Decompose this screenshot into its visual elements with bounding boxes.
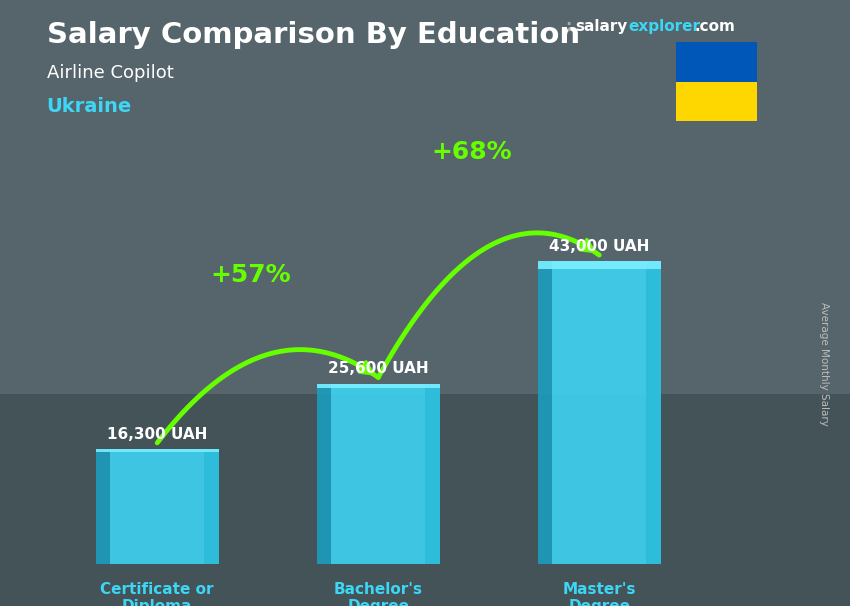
Bar — [0, 394, 850, 606]
Text: Certificate or
Diploma: Certificate or Diploma — [100, 582, 214, 606]
Text: +68%: +68% — [432, 140, 512, 164]
Text: :: : — [565, 19, 571, 35]
Text: .com: .com — [694, 19, 735, 35]
Text: 43,000 UAH: 43,000 UAH — [549, 239, 649, 254]
Bar — [537, 261, 661, 268]
Text: Master's
Degree: Master's Degree — [563, 582, 636, 606]
Text: Average Monthly Salary: Average Monthly Salary — [819, 302, 829, 425]
Bar — [676, 42, 756, 82]
Text: Ukraine: Ukraine — [47, 97, 132, 116]
Bar — [676, 82, 756, 121]
Text: 25,600 UAH: 25,600 UAH — [328, 361, 428, 376]
Bar — [425, 384, 439, 564]
Bar — [552, 261, 660, 564]
Bar — [110, 449, 218, 564]
Bar — [646, 261, 661, 564]
Bar — [316, 384, 332, 564]
Text: +57%: +57% — [211, 262, 291, 287]
Bar — [316, 384, 440, 388]
Bar — [332, 384, 440, 564]
Text: Bachelor's
Degree: Bachelor's Degree — [334, 582, 422, 606]
Text: Salary Comparison By Education: Salary Comparison By Education — [47, 21, 580, 49]
Bar — [95, 449, 110, 564]
Text: explorer: explorer — [628, 19, 700, 35]
Bar — [95, 449, 218, 452]
Text: salary: salary — [575, 19, 628, 35]
Bar — [537, 261, 553, 564]
Text: Airline Copilot: Airline Copilot — [47, 64, 173, 82]
Bar — [204, 449, 218, 564]
Text: 16,300 UAH: 16,300 UAH — [107, 427, 207, 442]
